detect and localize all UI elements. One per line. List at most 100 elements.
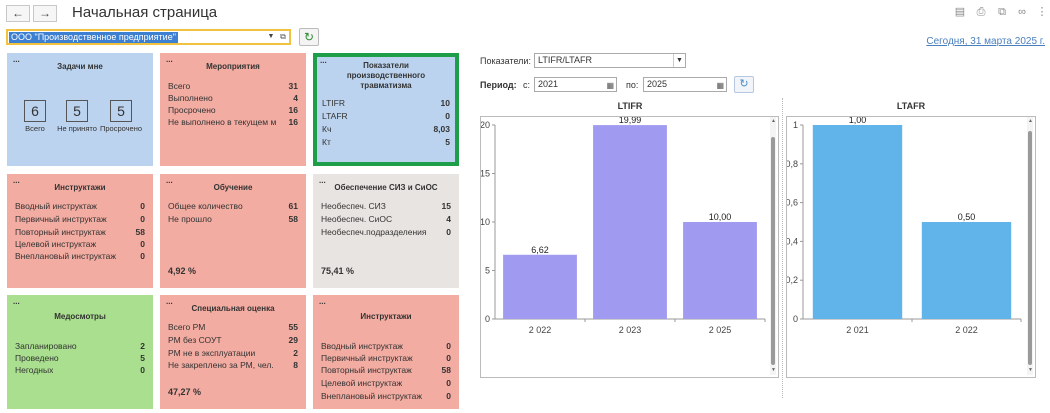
tile-special-assessment[interactable]: ... Специальная оценка Всего РМ 55 РМ без… bbox=[160, 295, 306, 409]
page-title: Начальная страница bbox=[72, 4, 218, 21]
briefings2-row-unplanned: Внеплановый инструктаж 0 bbox=[321, 391, 451, 401]
tile-events[interactable]: ... Мероприятия Всего 31 Выполнено 4 Проср… bbox=[160, 53, 306, 166]
today-date-link[interactable]: Сегодня, 31 марта 2025 г. bbox=[926, 36, 1045, 47]
chevron-down-icon[interactable]: ▼ bbox=[673, 54, 685, 67]
events-row-overdue: Просрочено 16 bbox=[168, 105, 298, 115]
bar-2025[interactable] bbox=[683, 222, 757, 319]
bar-value-label: 6,62 bbox=[531, 245, 549, 255]
ppe-row-departments: Необеспеч.подразделения 0 bbox=[321, 227, 451, 237]
tile-injury-indicators[interactable]: ... Показатели производственного травмат… bbox=[313, 53, 459, 166]
y-tick-label: 0,4 bbox=[787, 236, 798, 246]
bar-2023[interactable] bbox=[593, 125, 667, 319]
briefings-row-repeat: Повторный инструктаж 58 bbox=[15, 227, 145, 237]
x-tick-label: 2 022 bbox=[955, 325, 978, 335]
chart-divider bbox=[782, 98, 783, 398]
period-from-value: 2021 bbox=[538, 79, 559, 89]
medical-row-unfit: Негодных 0 bbox=[15, 365, 145, 375]
briefings2-row-target: Целевой инструктаж 0 bbox=[321, 378, 451, 388]
tile-briefings[interactable]: ... Инструктажи Вводный инструктаж 0 Перв… bbox=[7, 174, 153, 288]
tile-injury-menu[interactable]: ... bbox=[320, 56, 327, 65]
events-row-not-done-month: Не выполнено в текущем ме 16 bbox=[168, 117, 298, 127]
bar-2022[interactable] bbox=[503, 254, 577, 319]
briefings2-row-primary: Первичный инструктаж 0 bbox=[321, 353, 451, 363]
organization-field[interactable]: ООО "Производственное предприятие" ▼ ⧉ bbox=[6, 29, 291, 45]
tasks-not-accepted-label: Не принято bbox=[57, 124, 97, 133]
y-tick-label: 20 bbox=[481, 120, 490, 130]
refresh-chart-button[interactable]: ↻ bbox=[734, 76, 754, 93]
injury-row-kt: Кт 5 bbox=[322, 137, 450, 147]
bar-value-label: 19,99 bbox=[619, 117, 642, 125]
tile-events-menu[interactable]: ... bbox=[166, 55, 173, 64]
refresh-button[interactable]: ↻ bbox=[299, 28, 319, 46]
bar-2022[interactable] bbox=[921, 222, 1012, 319]
briefings-row-unplanned: Внеплановый инструктаж 0 bbox=[15, 251, 145, 261]
tasks-overdue-label: Просрочено bbox=[99, 124, 143, 133]
assessment-percent: 47,27 % bbox=[168, 387, 202, 397]
scroll-thumb[interactable] bbox=[1028, 131, 1032, 365]
scroll-thumb[interactable] bbox=[771, 137, 775, 365]
scroll-down-icon[interactable]: ▼ bbox=[1028, 367, 1033, 373]
injury-row-kch: Кч 8,03 bbox=[322, 124, 450, 134]
tasks-total-box[interactable]: 6 bbox=[24, 100, 46, 122]
period-to-field[interactable]: 2025 ▦ bbox=[643, 77, 727, 92]
tile-tasks-menu[interactable]: ... bbox=[13, 55, 20, 64]
forward-button[interactable]: → bbox=[33, 5, 57, 22]
tile-ppe-title: Обеспечение СИЗ и СиОС bbox=[334, 183, 438, 192]
bar-value-label: 1,00 bbox=[849, 117, 867, 125]
assessment-row-not-operated: РМ не в эксплуатации 2 bbox=[168, 348, 298, 358]
y-tick-label: 10 bbox=[481, 217, 490, 227]
scroll-down-icon[interactable]: ▼ bbox=[771, 367, 776, 373]
preview-icon[interactable]: ⧉ bbox=[998, 6, 1006, 18]
tile-briefings2-menu[interactable]: ... bbox=[319, 297, 326, 306]
tasks-overdue-box[interactable]: 5 bbox=[110, 100, 132, 122]
y-tick-label: 15 bbox=[481, 169, 490, 179]
back-button[interactable]: ← bbox=[6, 5, 30, 22]
tile-training[interactable]: ... Обучение Общее количество 61 Не прошл… bbox=[160, 174, 306, 288]
tasks-not-accepted-box[interactable]: 5 bbox=[66, 100, 88, 122]
tile-medical[interactable]: ... Медосмотры Запланировано 2 Проведено 5… bbox=[7, 295, 153, 409]
tile-briefings2-title: Инструктажи bbox=[360, 312, 412, 321]
calendar-icon[interactable]: ▦ bbox=[716, 81, 724, 90]
tile-training-title: Обучение bbox=[213, 183, 253, 192]
scroll-up-icon[interactable]: ▲ bbox=[1028, 118, 1033, 124]
ltifr-chart-frame: 0 5 10 15 20 6,62 2 022 19,99 2 023 10,00 2 025 ▲ … bbox=[480, 115, 779, 378]
scroll-up-icon[interactable]: ▲ bbox=[771, 118, 776, 124]
open-icon[interactable]: ⧉ bbox=[280, 32, 286, 41]
ltifr-chart: 0 5 10 15 20 6,62 2 022 19,99 2 023 10,00 2 025 bbox=[480, 115, 766, 335]
tile-ppe-menu[interactable]: ... bbox=[319, 176, 326, 185]
back-arrow-icon: ← bbox=[12, 6, 24, 20]
tile-medical-title: Медосмотры bbox=[54, 312, 106, 321]
y-tick-label: 1 bbox=[793, 120, 798, 130]
more-icon[interactable]: ⋮ bbox=[1036, 6, 1048, 18]
bar-2021[interactable] bbox=[812, 125, 903, 319]
chevron-down-icon[interactable]: ▼ bbox=[267, 33, 275, 40]
tile-ppe[interactable]: ... Обеспечение СИЗ и СиОС Необеспеч. СИ… bbox=[313, 174, 459, 288]
y-tick-label: 0 bbox=[485, 314, 490, 324]
indicator-select[interactable]: LTIFR/LTAFR ▼ bbox=[534, 53, 686, 68]
tile-tasks-title: Задачи мне bbox=[57, 62, 103, 71]
x-tick-label: 2 021 bbox=[846, 325, 869, 335]
y-tick-label: 0 bbox=[793, 314, 798, 324]
ltafr-chart-title: LTAFR bbox=[896, 101, 926, 111]
tile-briefings-menu[interactable]: ... bbox=[13, 176, 20, 185]
ltafr-chart-scrollbar[interactable]: ▲ ▼ bbox=[1027, 117, 1033, 375]
link-icon[interactable]: ∞ bbox=[1018, 6, 1026, 18]
save-icon[interactable]: ▤ bbox=[954, 6, 966, 18]
events-row-done: Выполнено 4 bbox=[168, 93, 298, 103]
tile-training-menu[interactable]: ... bbox=[166, 176, 173, 185]
tile-briefings-2[interactable]: ... Инструктажи Вводный инструктаж 0 Перв… bbox=[313, 295, 459, 409]
ltifr-chart-scrollbar[interactable]: ▲ ▼ bbox=[770, 117, 776, 375]
injury-row-ltafr: LTAFR 0 bbox=[322, 111, 450, 121]
print-icon[interactable]: ⎙ bbox=[976, 6, 986, 18]
training-row-total: Общее количество 61 bbox=[168, 201, 298, 211]
y-tick-label: 0,8 bbox=[787, 159, 798, 169]
calendar-icon[interactable]: ▦ bbox=[606, 81, 614, 90]
ltafr-chart-frame: 0 0,2 0,4 0,6 0,8 1 1,00 2 021 0,50 2 022 ▲ ▼ bbox=[785, 115, 1036, 378]
period-to-value: 2025 bbox=[647, 79, 668, 89]
period-from-field[interactable]: 2021 ▦ bbox=[534, 77, 617, 92]
tile-medical-menu[interactable]: ... bbox=[13, 297, 20, 306]
briefings2-row-intro: Вводный инструктаж 0 bbox=[321, 341, 451, 351]
period-to-label: по: bbox=[626, 80, 639, 90]
period-label: Период: bbox=[480, 80, 517, 90]
tile-assessment-menu[interactable]: ... bbox=[166, 297, 173, 306]
